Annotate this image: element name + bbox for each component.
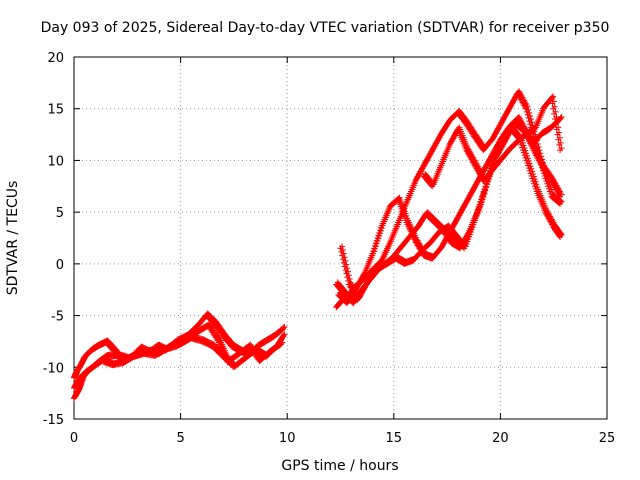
x-tick-label: 15 xyxy=(386,431,403,446)
data-point xyxy=(553,114,560,121)
data-point xyxy=(339,243,345,250)
data-point xyxy=(524,103,531,110)
data-point xyxy=(526,160,533,167)
data-point xyxy=(526,109,533,116)
data-point xyxy=(557,139,564,146)
data-point xyxy=(340,250,347,257)
data-point xyxy=(279,339,286,346)
data-point xyxy=(549,189,556,196)
data-point xyxy=(341,254,348,261)
data-point xyxy=(558,145,565,152)
data-point xyxy=(555,124,562,131)
y-tick-label: 5 xyxy=(56,206,64,221)
chart-title: Day 093 of 2025, Sidereal Day-to-day VTE… xyxy=(41,20,610,36)
data-point xyxy=(280,324,287,331)
data-point xyxy=(530,173,537,180)
x-tick-label: 25 xyxy=(599,431,616,446)
data-point xyxy=(342,257,349,264)
data-point xyxy=(281,331,288,338)
data-point xyxy=(529,168,536,175)
data-point xyxy=(525,106,532,113)
data-point xyxy=(550,98,557,105)
data-point xyxy=(525,158,532,165)
data-point xyxy=(343,261,350,268)
x-tick-label: 20 xyxy=(492,431,509,446)
y-tick-label: 20 xyxy=(47,51,64,66)
data-point xyxy=(527,163,534,170)
data-point xyxy=(534,183,541,190)
x-axis-label: GPS time / hours xyxy=(281,458,398,474)
plot-frame xyxy=(73,56,608,420)
data-point xyxy=(528,119,535,126)
data-point xyxy=(557,231,564,238)
y-axis-label: SDTVAR / TECUs xyxy=(5,181,21,296)
data-point xyxy=(522,147,529,154)
y-tick-label: -5 xyxy=(51,310,64,325)
data-point xyxy=(346,275,353,282)
y-tick-label: 15 xyxy=(47,103,64,118)
data-point xyxy=(558,198,565,205)
y-tick-label: -15 xyxy=(43,413,64,428)
data-points xyxy=(71,88,565,402)
data-point xyxy=(519,139,526,146)
data-point xyxy=(557,198,564,205)
data-point xyxy=(523,150,530,157)
data-point xyxy=(339,246,346,253)
data-point xyxy=(527,116,534,123)
data-point xyxy=(556,134,563,141)
data-point xyxy=(532,178,539,185)
grid-lines xyxy=(74,57,607,419)
data-point xyxy=(558,114,565,121)
data-point xyxy=(548,186,555,193)
data-point xyxy=(558,231,565,238)
data-point xyxy=(550,93,557,100)
data-point xyxy=(281,324,288,331)
y-axis-ticks: -15 -10 -5 0 5 10 15 20 xyxy=(43,51,607,428)
data-point xyxy=(532,131,539,138)
x-tick-label: 0 xyxy=(70,431,78,446)
y-tick-label: 0 xyxy=(56,258,64,273)
x-tick-label: 5 xyxy=(176,431,184,446)
data-point xyxy=(344,268,351,275)
data-point xyxy=(280,332,287,339)
data-point xyxy=(556,129,563,136)
data-point xyxy=(521,145,528,152)
data-point xyxy=(533,181,540,188)
data-point xyxy=(530,170,537,177)
data-point xyxy=(344,265,351,272)
y-tick-label: -10 xyxy=(43,361,64,376)
data-point xyxy=(520,142,527,149)
data-point xyxy=(524,155,531,162)
x-axis-ticks: 0 5 10 15 20 25 xyxy=(70,57,615,446)
y-tick-label: 10 xyxy=(47,154,64,169)
data-point xyxy=(552,108,559,115)
x-tick-label: 10 xyxy=(279,431,296,446)
data-point xyxy=(549,94,556,101)
data-point xyxy=(345,272,352,279)
data-point xyxy=(531,176,538,183)
data-point xyxy=(558,191,565,198)
data-point xyxy=(528,165,535,172)
data-point xyxy=(524,152,531,159)
data-point xyxy=(551,103,558,110)
data-point xyxy=(527,113,534,120)
data-point xyxy=(554,119,561,126)
